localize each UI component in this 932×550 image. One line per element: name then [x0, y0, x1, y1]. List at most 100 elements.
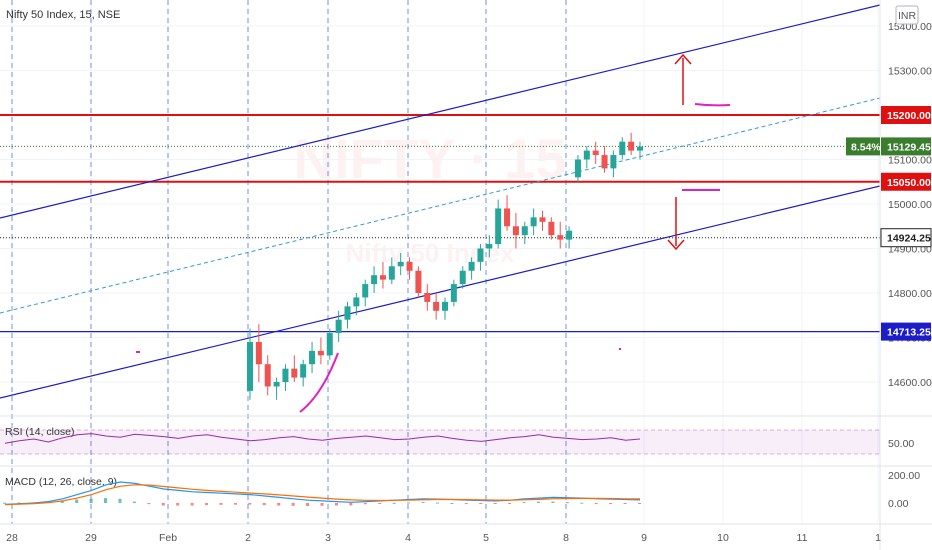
macd-histogram-bar [118, 498, 122, 503]
macd-line [4, 481, 641, 505]
macd-histogram-bar [464, 503, 468, 504]
candle-body [344, 306, 351, 320]
level-badge-label: 14713.25 [887, 327, 931, 339]
candle-body [628, 141, 635, 151]
candle-body [264, 364, 271, 387]
candle-body [317, 350, 324, 356]
candle-body [388, 266, 395, 280]
price-badges: 15200.00 15050.00 14713.25 8.54% 15129.45 149… [846, 106, 932, 341]
candle [548, 217, 555, 240]
macd-histogram-bar [392, 502, 396, 504]
rsi-line [4, 433, 641, 444]
level-badge [881, 106, 931, 124]
cursor-price-badge-label: 14924.25 [887, 233, 931, 245]
macd-pane: MACD (12, 26, close, 9) [3, 476, 641, 507]
time-tick-label: 10 [717, 532, 729, 544]
candle [450, 279, 457, 307]
time-tick-label: 5 [483, 532, 489, 544]
macd-histogram-bar [60, 500, 64, 503]
macd-histogram-bar [176, 503, 180, 506]
candle [353, 293, 360, 316]
macd-histogram-bar [277, 503, 281, 506]
candle-body [397, 261, 404, 267]
time-tick-label: 29 [85, 532, 97, 544]
price-tick-label: 15100.00 [888, 155, 932, 167]
macd-histogram-bar [508, 503, 512, 504]
candle [637, 141, 643, 160]
candle [362, 279, 369, 307]
candle-body [255, 341, 262, 365]
change-badge [846, 137, 880, 156]
candle-body [247, 341, 253, 391]
candle [592, 141, 599, 164]
candle [433, 293, 440, 320]
level-badge-label: 15200.00 [887, 110, 931, 122]
candle-body [504, 208, 511, 227]
time-tick-label: 9 [641, 532, 647, 544]
candle [379, 261, 386, 289]
candle-body [530, 217, 537, 227]
candle-body [406, 261, 413, 271]
macd-tick-label: 200.00 [888, 470, 920, 482]
currency-label: INR [898, 10, 917, 22]
candle [583, 146, 590, 169]
macd-histogram-bar [349, 503, 353, 506]
candle [557, 221, 564, 249]
price-tick-label: 15300.00 [888, 66, 932, 78]
rsi-tick-label: 50.00 [888, 438, 914, 450]
macd-histogram-bar [623, 503, 627, 504]
time-tick-label: Feb [159, 532, 177, 544]
candle [468, 257, 475, 280]
rsi-pane: RSI (14, close) [0, 426, 880, 455]
candle [619, 137, 626, 160]
candle [610, 150, 617, 178]
macd-histogram-bar [3, 502, 6, 504]
macd-signal-line [4, 484, 641, 506]
candle-body [557, 235, 564, 240]
candle [601, 146, 608, 173]
time-tick-label: 28 [6, 532, 18, 544]
candle-body [548, 221, 555, 236]
candle [335, 310, 342, 342]
macd-histogram-bar [609, 503, 613, 504]
candle-body [486, 244, 493, 249]
time-tick-label: 2 [245, 532, 251, 544]
horizontal-levels [0, 114, 880, 333]
pink-mark [694, 103, 731, 107]
macd-histogram-bar [205, 503, 209, 506]
price-tick-label: 14600.00 [888, 377, 932, 389]
watermark-name: Nifty 50 Index [345, 238, 515, 268]
candle [477, 244, 484, 271]
currency-button[interactable]: INR [895, 5, 919, 25]
annotations [136, 53, 731, 413]
price-tick-label: 14800.00 [888, 288, 932, 300]
candle [495, 199, 502, 249]
candle-body [566, 230, 573, 240]
channel-lower [0, 185, 880, 399]
candle-body [291, 368, 298, 378]
macd-histogram-bar [551, 501, 555, 503]
macd-histogram-bar [522, 502, 526, 504]
candle [406, 257, 413, 280]
rsi-label: RSI (14, close) [5, 426, 74, 438]
macd-histogram-bar [190, 503, 194, 506]
level-badge-label: 15050.00 [887, 177, 931, 189]
macd-histogram-bar [407, 502, 411, 504]
macd-histogram-bar [161, 503, 165, 506]
candle [530, 208, 537, 236]
candle [574, 155, 581, 182]
candle [255, 324, 262, 382]
candle [424, 284, 431, 311]
candle [415, 266, 422, 298]
cursor-price-badge [880, 228, 932, 248]
candle-body [539, 217, 546, 222]
watermark-symbol: NIFTY · 15 [294, 127, 567, 190]
macd-histogram-bar [89, 498, 93, 503]
candle-body [468, 261, 475, 271]
candle-body [459, 270, 466, 285]
candle-body [601, 155, 608, 169]
candles [247, 132, 643, 400]
candle-body [592, 150, 599, 156]
chart-title: Nifty 50 Index, 15, NSE [6, 9, 120, 21]
macd-histogram-bar [594, 503, 598, 504]
